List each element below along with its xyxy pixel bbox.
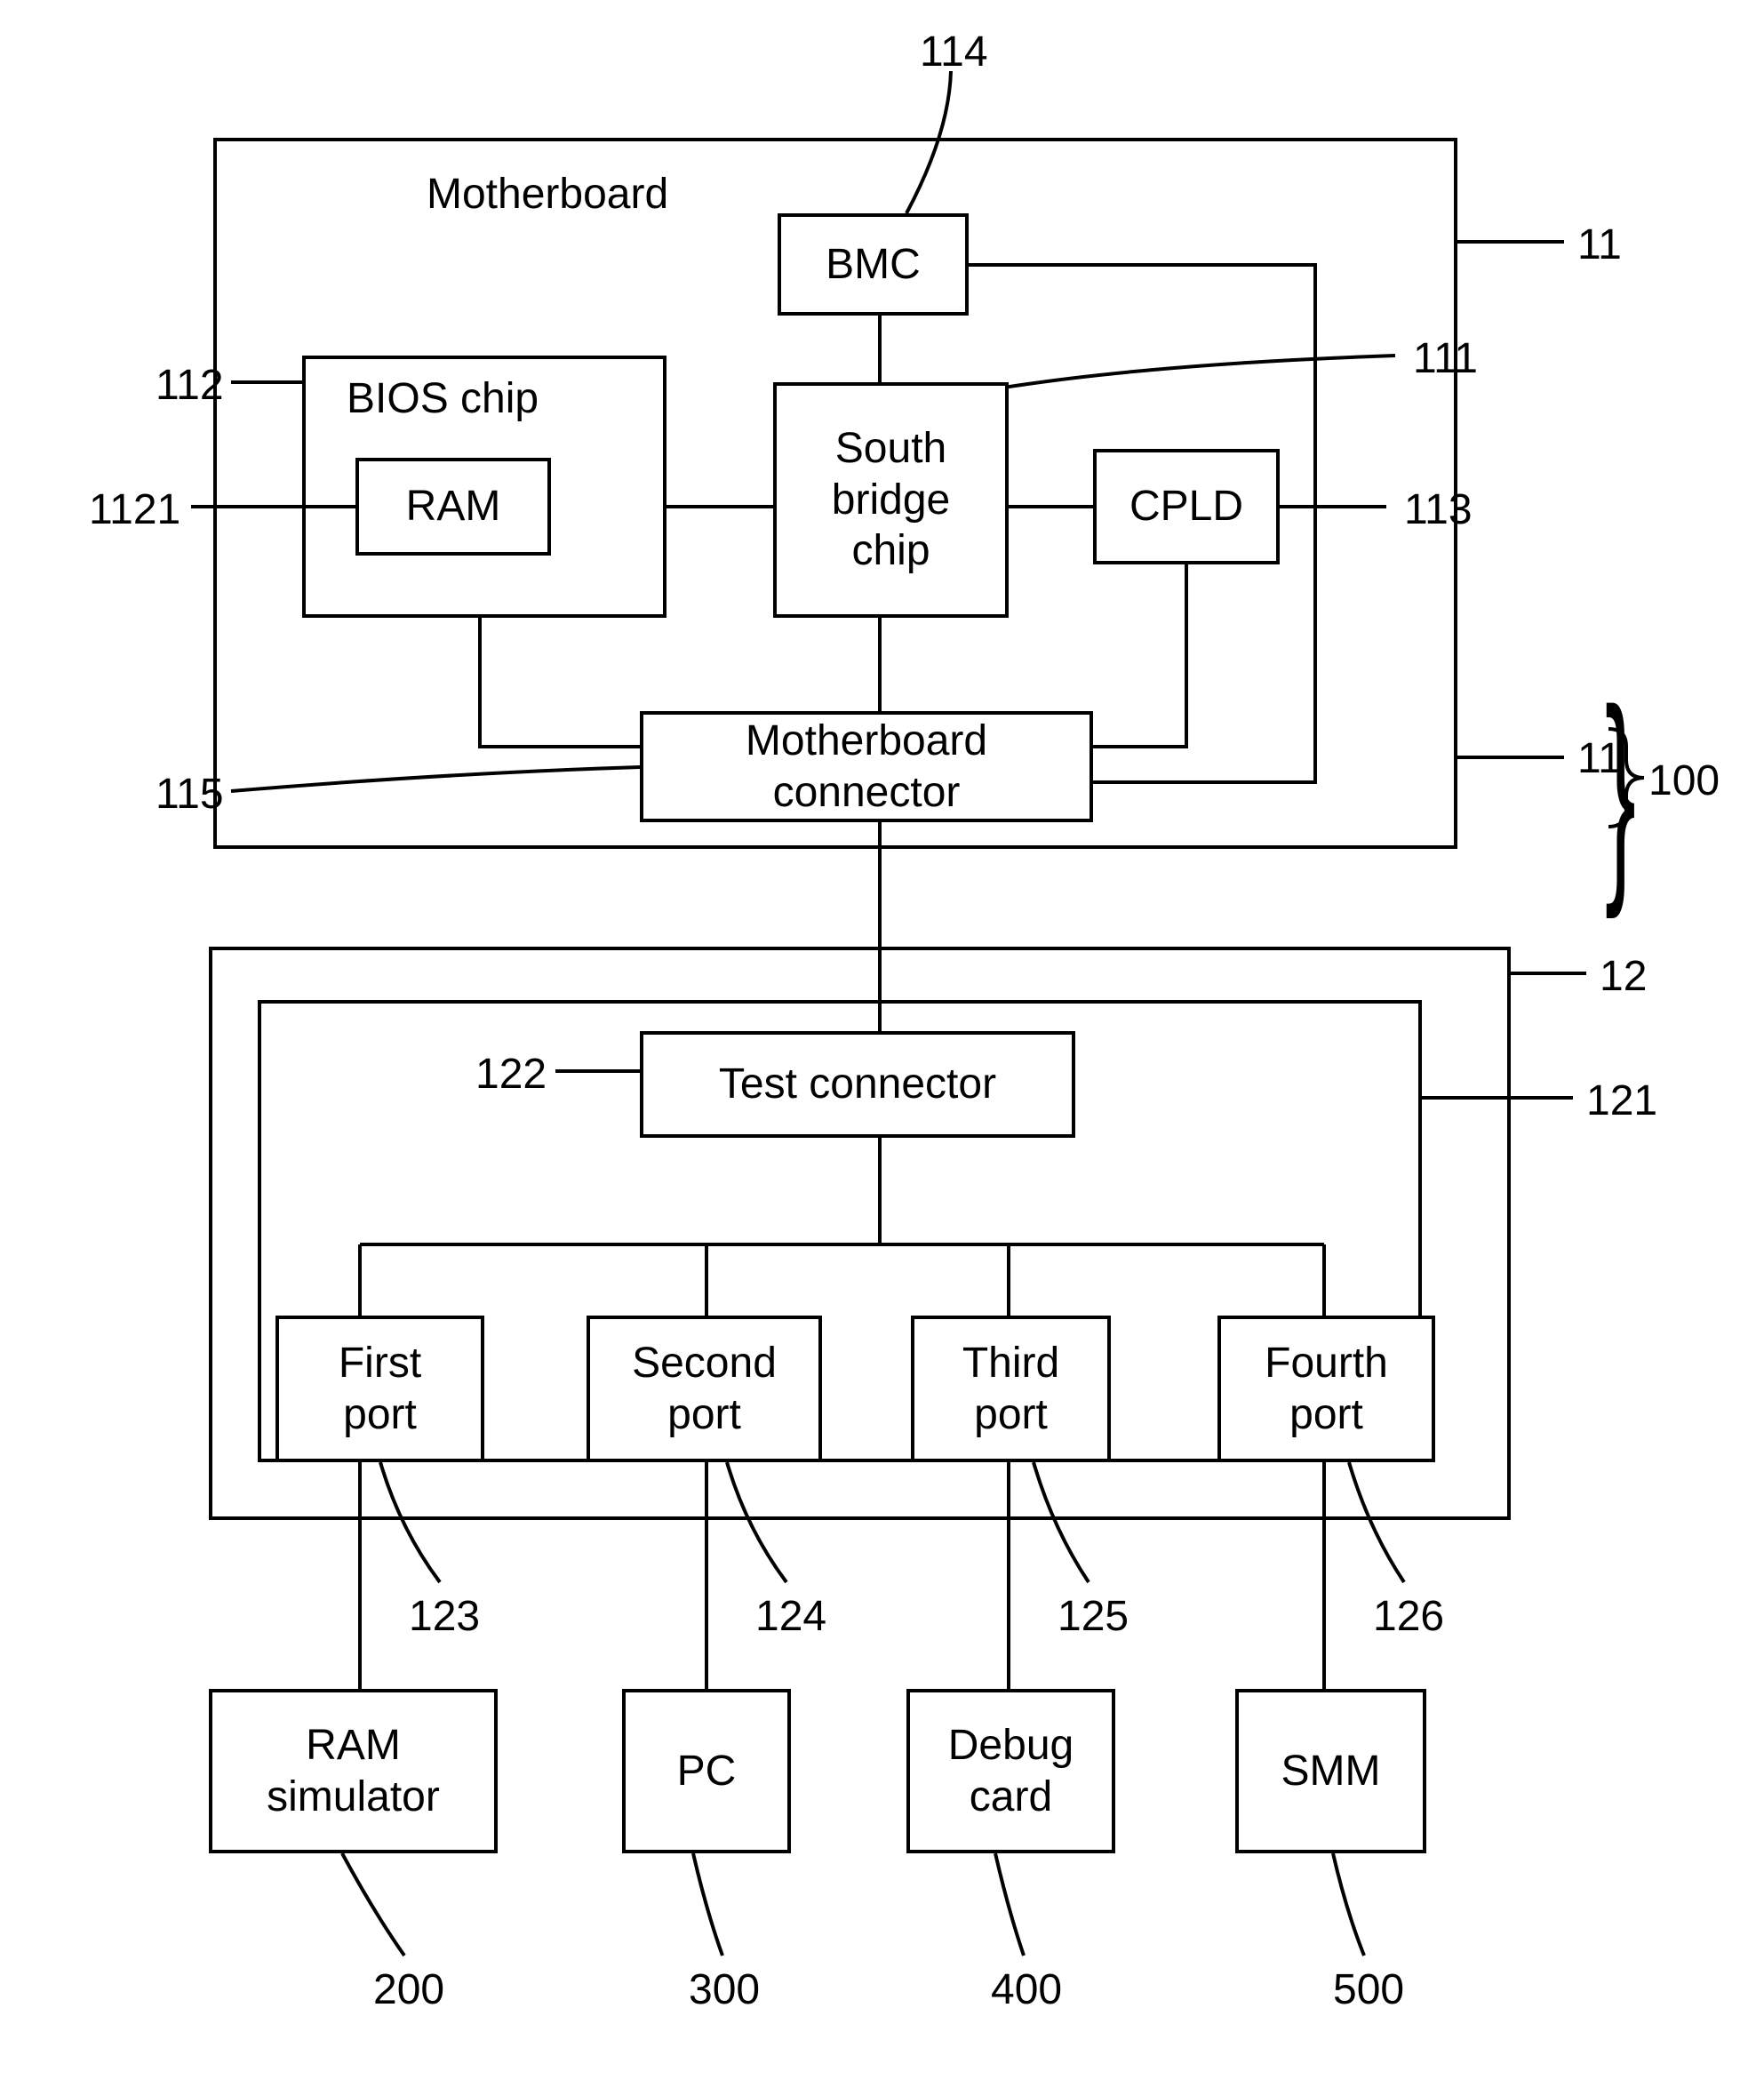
port-2-label: Second port xyxy=(632,1338,777,1440)
port-1-box: First port xyxy=(275,1316,484,1462)
smm-ref: 500 xyxy=(1333,1964,1404,2016)
debug-ref: 400 xyxy=(991,1964,1062,2016)
port-2-ref: 124 xyxy=(755,1591,826,1643)
motherboard-title: Motherboard xyxy=(427,169,668,220)
port-3-box: Third port xyxy=(911,1316,1111,1462)
southbridge-ref: 111 xyxy=(1413,333,1478,385)
port-1-label: First port xyxy=(339,1338,421,1440)
cpld-ref: 113 xyxy=(1404,484,1473,536)
cpld-box: CPLD xyxy=(1093,449,1280,564)
port-1-ref: 123 xyxy=(409,1591,480,1643)
bmc-box: BMC xyxy=(778,213,969,316)
testcard-outer-ref: 12 xyxy=(1600,951,1647,1003)
ram-sim-label: RAM simulator xyxy=(267,1720,440,1822)
group-brace: } xyxy=(1605,676,1636,907)
port-4-ref: 126 xyxy=(1373,1591,1444,1643)
smm-box: SMM xyxy=(1235,1689,1426,1853)
pc-box: PC xyxy=(622,1689,791,1853)
mboard-connector-ref: 115 xyxy=(156,769,224,820)
mboard-connector-box: Motherboard connector xyxy=(640,711,1093,822)
bmc-label: BMC xyxy=(826,239,921,291)
port-3-label: Third port xyxy=(962,1338,1059,1440)
port-4-box: Fourth port xyxy=(1217,1316,1435,1462)
port-2-box: Second port xyxy=(587,1316,822,1462)
pc-label: PC xyxy=(677,1746,737,1797)
testcard-inner-ref: 121 xyxy=(1586,1076,1657,1127)
ram-label: RAM xyxy=(406,481,501,532)
pc-ref: 300 xyxy=(689,1964,760,2016)
ram-sim-box: RAM simulator xyxy=(209,1689,498,1853)
group-ref: 100 xyxy=(1648,756,1720,807)
port-4-label: Fourth port xyxy=(1265,1338,1388,1440)
test-connector-box: Test connector xyxy=(640,1031,1075,1138)
port-3-ref: 125 xyxy=(1058,1591,1129,1643)
southbridge-box: South bridge chip xyxy=(773,382,1009,618)
bios-ref: 112 xyxy=(156,360,224,412)
smm-label: SMM xyxy=(1281,1746,1381,1797)
debug-box: Debug card xyxy=(906,1689,1115,1853)
mboard-connector-label: Motherboard connector xyxy=(746,716,987,818)
motherboard-ref-top: 11 xyxy=(1577,220,1622,271)
cpld-label: CPLD xyxy=(1129,481,1243,532)
test-connector-ref: 122 xyxy=(475,1049,547,1100)
ram-sim-ref: 200 xyxy=(373,1964,444,2016)
bmc-ref: 114 xyxy=(920,27,988,78)
southbridge-label: South bridge chip xyxy=(832,423,950,577)
bios-label: BIOS chip xyxy=(347,373,539,425)
test-connector-label: Test connector xyxy=(719,1059,996,1110)
ram-ref: 1121 xyxy=(89,484,180,536)
ram-box: RAM xyxy=(355,458,551,556)
debug-label: Debug card xyxy=(948,1720,1074,1822)
